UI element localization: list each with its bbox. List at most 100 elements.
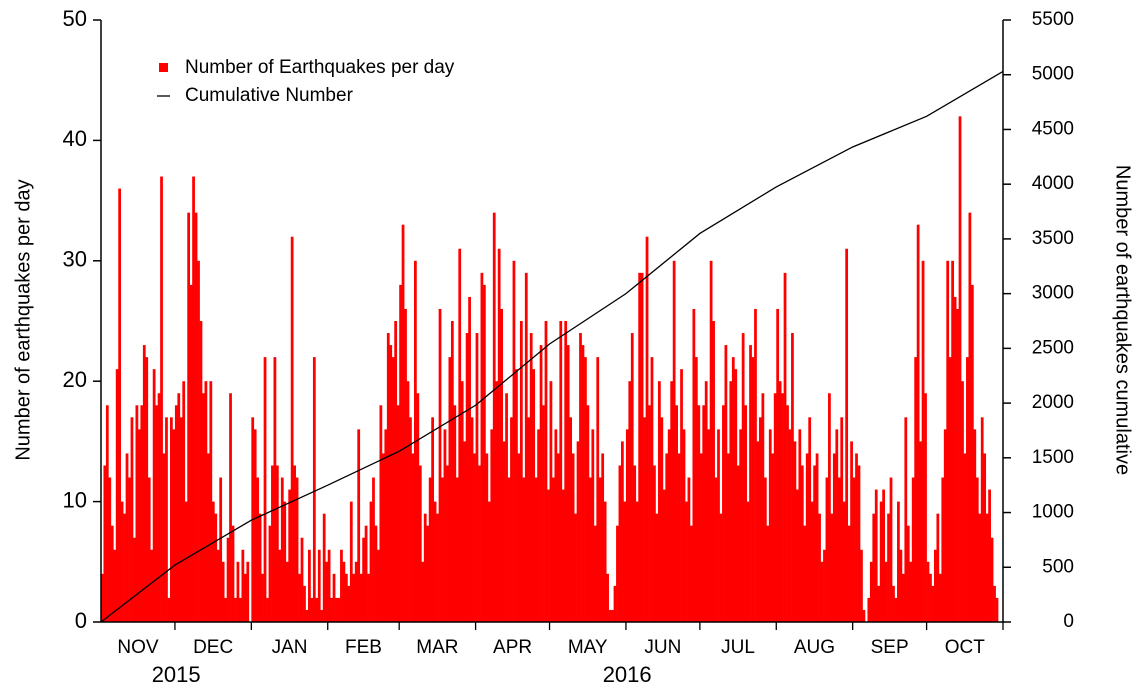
bar [921, 260, 925, 622]
bar [497, 248, 501, 622]
bar [537, 429, 540, 622]
bar [283, 501, 287, 622]
bar [623, 501, 627, 622]
bar [808, 417, 812, 622]
bar [966, 357, 969, 622]
bar [352, 573, 356, 622]
bar [256, 477, 260, 622]
bar [480, 272, 484, 622]
bar [280, 477, 284, 622]
bar [611, 609, 614, 622]
bar [443, 429, 447, 622]
bar [510, 417, 513, 622]
bar [246, 561, 250, 622]
bar [894, 597, 898, 622]
bar [995, 597, 999, 622]
y-tick-label: 50 [63, 6, 87, 31]
bar [470, 417, 474, 622]
bar [554, 429, 558, 622]
bar [492, 212, 496, 622]
bar [330, 597, 333, 622]
bar [305, 609, 309, 622]
bar [788, 429, 792, 622]
bar [170, 417, 173, 622]
bar [325, 561, 329, 622]
bar [455, 477, 459, 622]
bar [598, 477, 602, 622]
bar [847, 525, 851, 622]
bar [983, 453, 987, 622]
bar [662, 489, 666, 622]
bar [980, 417, 984, 622]
month-label: JAN [272, 637, 308, 658]
year-label: 2015 [152, 662, 201, 687]
bar [379, 405, 383, 622]
bar [892, 585, 895, 622]
bar [899, 549, 903, 622]
bar [133, 537, 136, 622]
bar [120, 501, 124, 622]
bar [431, 417, 435, 622]
bar [182, 381, 186, 622]
bar [660, 417, 664, 622]
y2-tick-label: 1000 [1032, 502, 1074, 523]
bar [199, 321, 203, 622]
bar [174, 405, 178, 622]
bar [746, 501, 750, 622]
y2-tick-label: 1500 [1032, 447, 1074, 468]
bar [970, 284, 974, 622]
bar [840, 417, 844, 622]
bar [140, 405, 144, 622]
bar [108, 477, 112, 622]
bar [236, 561, 240, 622]
bar [633, 465, 637, 622]
bar [820, 561, 824, 622]
bar [310, 597, 314, 622]
bar [978, 513, 982, 622]
bar [460, 381, 464, 622]
bar [837, 477, 841, 622]
bar [295, 477, 299, 622]
bar [739, 429, 743, 622]
bar [916, 224, 920, 622]
bar [172, 429, 176, 622]
bar [958, 116, 962, 622]
bar [206, 453, 210, 622]
bar [938, 573, 942, 622]
bar [374, 525, 378, 622]
bar [729, 381, 733, 622]
y-tick-label: 40 [63, 126, 87, 151]
bar [761, 393, 765, 622]
bar [165, 417, 168, 622]
bar [860, 549, 863, 622]
bar [813, 465, 816, 622]
bar [588, 477, 592, 622]
bar [993, 585, 996, 622]
bar [137, 429, 141, 622]
bar [699, 453, 703, 622]
bar [500, 308, 504, 622]
bar [904, 417, 908, 622]
bar [529, 333, 533, 622]
bar [539, 345, 543, 622]
bar [613, 585, 617, 622]
bar [394, 321, 398, 622]
bar [936, 513, 940, 622]
bar [887, 513, 890, 622]
bar [399, 284, 402, 622]
bar [552, 477, 555, 622]
bar [362, 537, 365, 622]
bar [189, 284, 193, 622]
bar [914, 357, 918, 622]
bar [968, 212, 972, 622]
bar [973, 429, 977, 622]
bar [643, 417, 646, 622]
bar [736, 465, 740, 622]
bar [909, 561, 913, 622]
bar [749, 345, 752, 622]
bar [596, 357, 600, 622]
bar [446, 465, 449, 622]
bar [135, 405, 139, 622]
bar [783, 272, 787, 622]
bar [152, 369, 156, 622]
